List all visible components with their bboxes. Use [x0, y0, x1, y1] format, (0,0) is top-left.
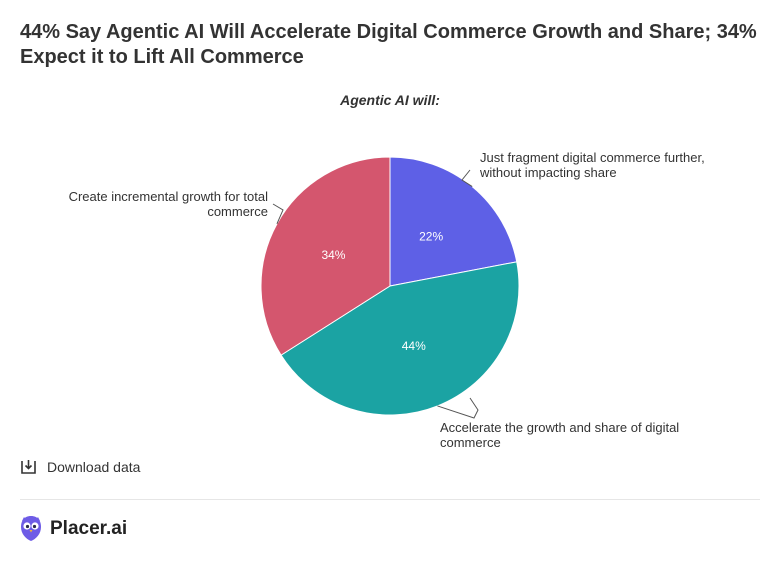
slice-category-label: Create incremental growth for total comme…: [69, 189, 269, 219]
slice-value-label: 22%: [419, 229, 443, 243]
download-icon: [21, 460, 36, 474]
slice-connector-line: [272, 203, 284, 225]
owl-logo-icon: [21, 516, 41, 541]
slice-accelerate[interactable]: [280, 261, 520, 416]
slice-category-label: Just fragment digital commerce further, w…: [479, 150, 705, 180]
slice-value-label: 44%: [402, 339, 426, 353]
brand-name: Placer.ai: [50, 517, 128, 539]
chart-title: 44% Say Agentic AI Will Accelerate Digit…: [20, 21, 757, 68]
footer-divider: [20, 499, 760, 500]
slice-connector-line: [437, 397, 479, 419]
download-data-label: Download data: [47, 458, 141, 475]
download-data-button[interactable]: Download data: [20, 458, 140, 475]
slice-incremental[interactable]: [260, 156, 391, 356]
slice-value-label: 34%: [321, 248, 345, 262]
pie-chart: Agentic AI will: 22% 44% 34% Just fragment…: [69, 92, 705, 450]
chart-subtitle: Agentic AI will:: [339, 92, 440, 108]
brand-logo[interactable]: Placer.ai: [20, 515, 127, 542]
slice-category-label: Accelerate the growth and share of digit…: [440, 420, 679, 450]
slice-connector-line: [461, 169, 473, 188]
